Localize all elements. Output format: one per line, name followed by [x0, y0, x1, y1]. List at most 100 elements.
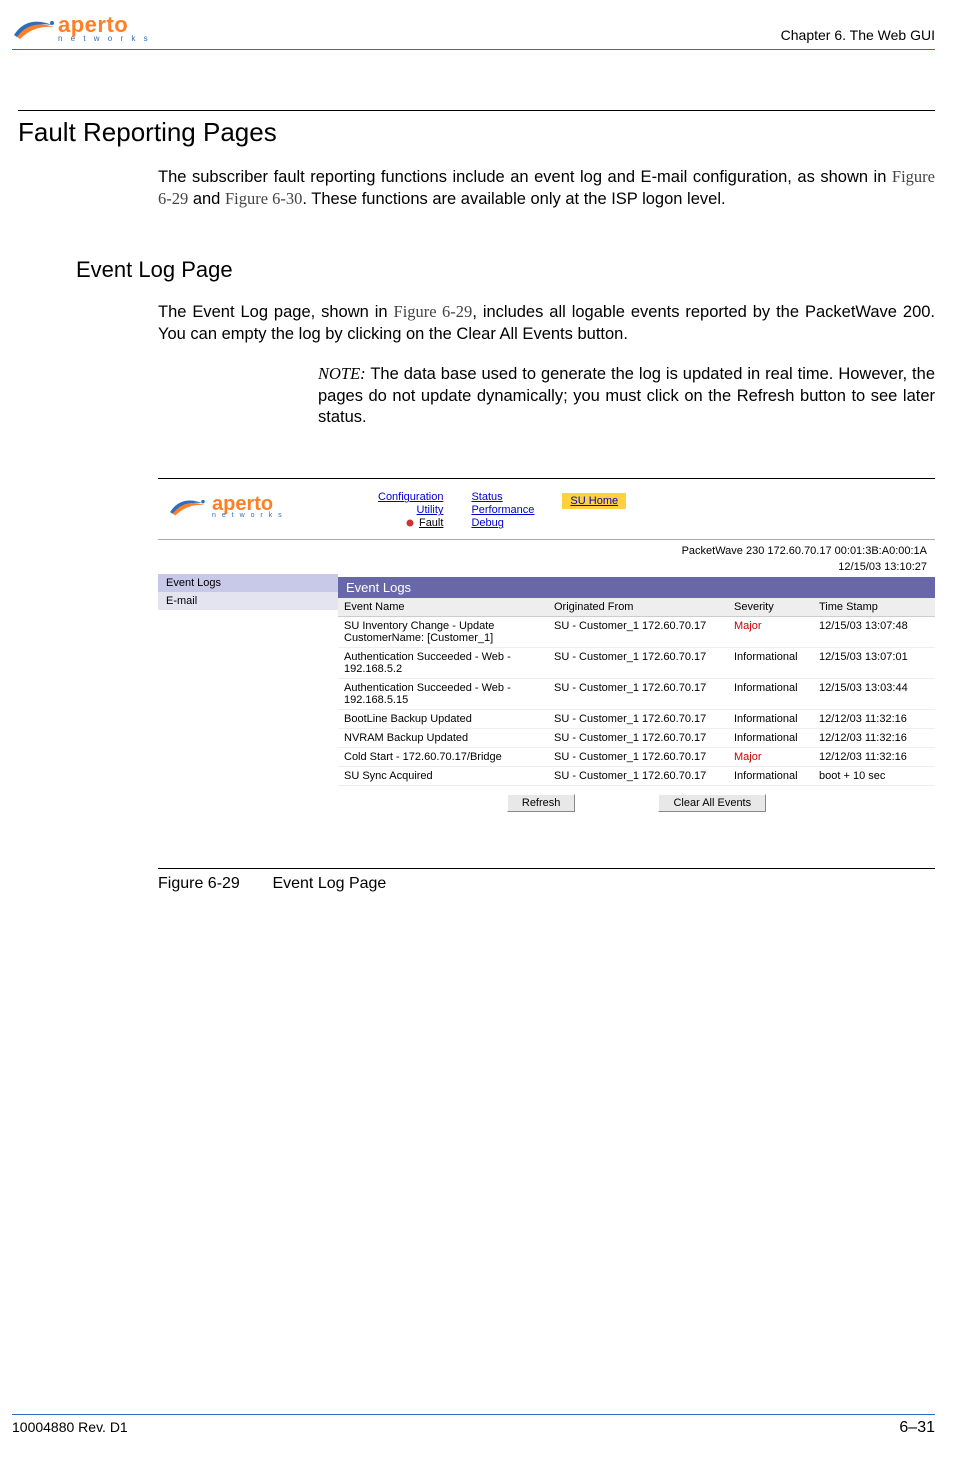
brand-sub: n e t w o r k s	[58, 34, 151, 43]
table-row: SU Inventory Change - Update CustomerNam…	[338, 617, 935, 648]
cell-name: SU Sync Acquired	[338, 767, 548, 786]
event-table: Event Name Originated From Severity Time…	[338, 598, 935, 786]
cell-from: SU - Customer_1 172.60.70.17	[548, 648, 728, 679]
nav-utility[interactable]: Utility	[417, 504, 444, 516]
col-timestamp: Time Stamp	[813, 598, 935, 617]
nav-performance[interactable]: Performance	[471, 504, 534, 516]
su-home-button[interactable]: SU Home	[562, 493, 626, 509]
doc-rev: 10004880 Rev. D1	[12, 1419, 128, 1437]
note-label: NOTE:	[318, 364, 366, 383]
cell-sev: Informational	[728, 767, 813, 786]
section-h2: Event Log Page	[76, 257, 935, 283]
status-line2: 12/15/03 13:10:27	[338, 560, 927, 575]
cell-from: SU - Customer_1 172.60.70.17	[548, 748, 728, 767]
cell-name: BootLine Backup Updated	[338, 710, 548, 729]
note-body: The data base used to generate the log i…	[318, 365, 935, 426]
table-row: Cold Start - 172.60.70.17/Bridge SU - Cu…	[338, 748, 935, 767]
cell-name: Cold Start - 172.60.70.17/Bridge	[338, 748, 548, 767]
table-header-row: Event Name Originated From Severity Time…	[338, 598, 935, 617]
refresh-button[interactable]: Refresh	[507, 794, 576, 812]
ss-nav-home: SU Home	[562, 491, 626, 509]
ss-main: PacketWave 230 172.60.70.17 00:01:3B:A0:…	[338, 540, 935, 828]
chapter-label: Chapter 6. The Web GUI	[781, 27, 935, 43]
ss-top-bar: aperto n e t w o r k s Configuration Uti…	[158, 485, 935, 529]
section-p1: The subscriber fault reporting functions…	[158, 166, 935, 211]
cell-name: Authentication Succeeded - Web - 192.168…	[338, 648, 548, 679]
cell-from: SU - Customer_1 172.60.70.17	[548, 729, 728, 748]
note-block: NOTE: The data base used to generate the…	[318, 363, 935, 428]
table-row: Authentication Succeeded - Web - 192.168…	[338, 648, 935, 679]
nav-fault-label: Fault	[419, 517, 443, 529]
ss-nav-col2: Status Performance Debug	[471, 491, 534, 529]
cell-name: NVRAM Backup Updated	[338, 729, 548, 748]
page-footer: 10004880 Rev. D1 6–31	[12, 1414, 935, 1437]
sidebar-item-email[interactable]: E-mail	[158, 592, 338, 610]
table-row: BootLine Backup Updated SU - Customer_1 …	[338, 710, 935, 729]
figure-block: aperto n e t w o r k s Configuration Uti…	[158, 478, 935, 893]
cell-from: SU - Customer_1 172.60.70.17	[548, 679, 728, 710]
col-eventname: Event Name	[338, 598, 548, 617]
section-h1: Fault Reporting Pages	[18, 117, 935, 148]
content-area: Fault Reporting Pages The subscriber fau…	[0, 110, 953, 893]
ss-status: PacketWave 230 172.60.70.17 00:01:3B:A0:…	[338, 540, 935, 577]
panel-title: Event Logs	[338, 577, 935, 598]
footer-rule	[12, 1414, 935, 1415]
p2-text-a: The Event Log page, shown in	[158, 303, 394, 321]
col-originated: Originated From	[548, 598, 728, 617]
nav-debug[interactable]: Debug	[471, 517, 503, 529]
status-line1: PacketWave 230 172.60.70.17 00:01:3B:A0:…	[338, 544, 927, 559]
ss-logo: aperto n e t w o r k s	[168, 489, 338, 519]
cell-name: SU Inventory Change - Update CustomerNam…	[338, 617, 548, 648]
cell-ts: 12/12/03 11:32:16	[813, 748, 935, 767]
cell-sev: Major	[728, 748, 813, 767]
ss-brand-sub: n e t w o r k s	[212, 512, 284, 519]
nav-fault[interactable]: Fault	[405, 517, 443, 529]
header-rule	[12, 49, 935, 50]
cell-sev: Informational	[728, 648, 813, 679]
p1-text-c: . These functions are available only at …	[302, 190, 725, 208]
cell-ts: 12/15/03 13:07:01	[813, 648, 935, 679]
figure-caption: Figure 6-29 Event Log Page	[158, 875, 935, 893]
cell-sev: Major	[728, 617, 813, 648]
figure-number: Figure 6-29	[158, 875, 268, 893]
nav-configuration[interactable]: Configuration	[378, 491, 443, 503]
figure-bottom-rule	[158, 868, 935, 869]
cell-ts: 12/12/03 11:32:16	[813, 710, 935, 729]
p1-figref2[interactable]: Figure 6-30	[225, 189, 302, 208]
cell-ts: boot + 10 sec	[813, 767, 935, 786]
ss-swoosh-icon	[168, 493, 212, 519]
screenshot: aperto n e t w o r k s Configuration Uti…	[158, 485, 935, 828]
cell-sev: Informational	[728, 679, 813, 710]
p2-figref[interactable]: Figure 6-29	[394, 302, 473, 321]
cell-ts: 12/12/03 11:32:16	[813, 729, 935, 748]
ss-button-row: Refresh Clear All Events	[338, 786, 935, 828]
sidebar-item-eventlogs[interactable]: Event Logs	[158, 574, 338, 592]
ss-nav: Configuration Utility Fault Status Perfo…	[378, 489, 626, 529]
table-row: SU Sync Acquired SU - Customer_1 172.60.…	[338, 767, 935, 786]
cell-ts: 12/15/03 13:07:48	[813, 617, 935, 648]
p1-text-b: and	[188, 190, 225, 208]
col-severity: Severity	[728, 598, 813, 617]
p1-text-a: The subscriber fault reporting functions…	[158, 168, 892, 186]
ss-nav-col1: Configuration Utility Fault	[378, 491, 443, 529]
bullet-icon	[405, 518, 415, 528]
clear-all-button[interactable]: Clear All Events	[658, 794, 766, 812]
cell-sev: Informational	[728, 729, 813, 748]
figure-top-rule	[158, 478, 935, 479]
cell-from: SU - Customer_1 172.60.70.17	[548, 710, 728, 729]
logo-top: aperto n e t w o r k s	[12, 12, 151, 43]
cell-name: Authentication Succeeded - Web - 192.168…	[338, 679, 548, 710]
cell-sev: Informational	[728, 710, 813, 729]
ss-body: Event Logs E-mail PacketWave 230 172.60.…	[158, 540, 935, 828]
swoosh-icon	[12, 13, 62, 43]
section-rule	[18, 110, 935, 111]
nav-status[interactable]: Status	[471, 491, 502, 503]
page-header: aperto n e t w o r k s Chapter 6. The We…	[0, 0, 953, 47]
table-row: Authentication Succeeded - Web - 192.168…	[338, 679, 935, 710]
table-row: NVRAM Backup Updated SU - Customer_1 172…	[338, 729, 935, 748]
page-number: 6–31	[899, 1419, 935, 1437]
ss-sidebar: Event Logs E-mail	[158, 540, 338, 828]
cell-from: SU - Customer_1 172.60.70.17	[548, 617, 728, 648]
cell-from: SU - Customer_1 172.60.70.17	[548, 767, 728, 786]
figure-title: Event Log Page	[272, 875, 386, 892]
